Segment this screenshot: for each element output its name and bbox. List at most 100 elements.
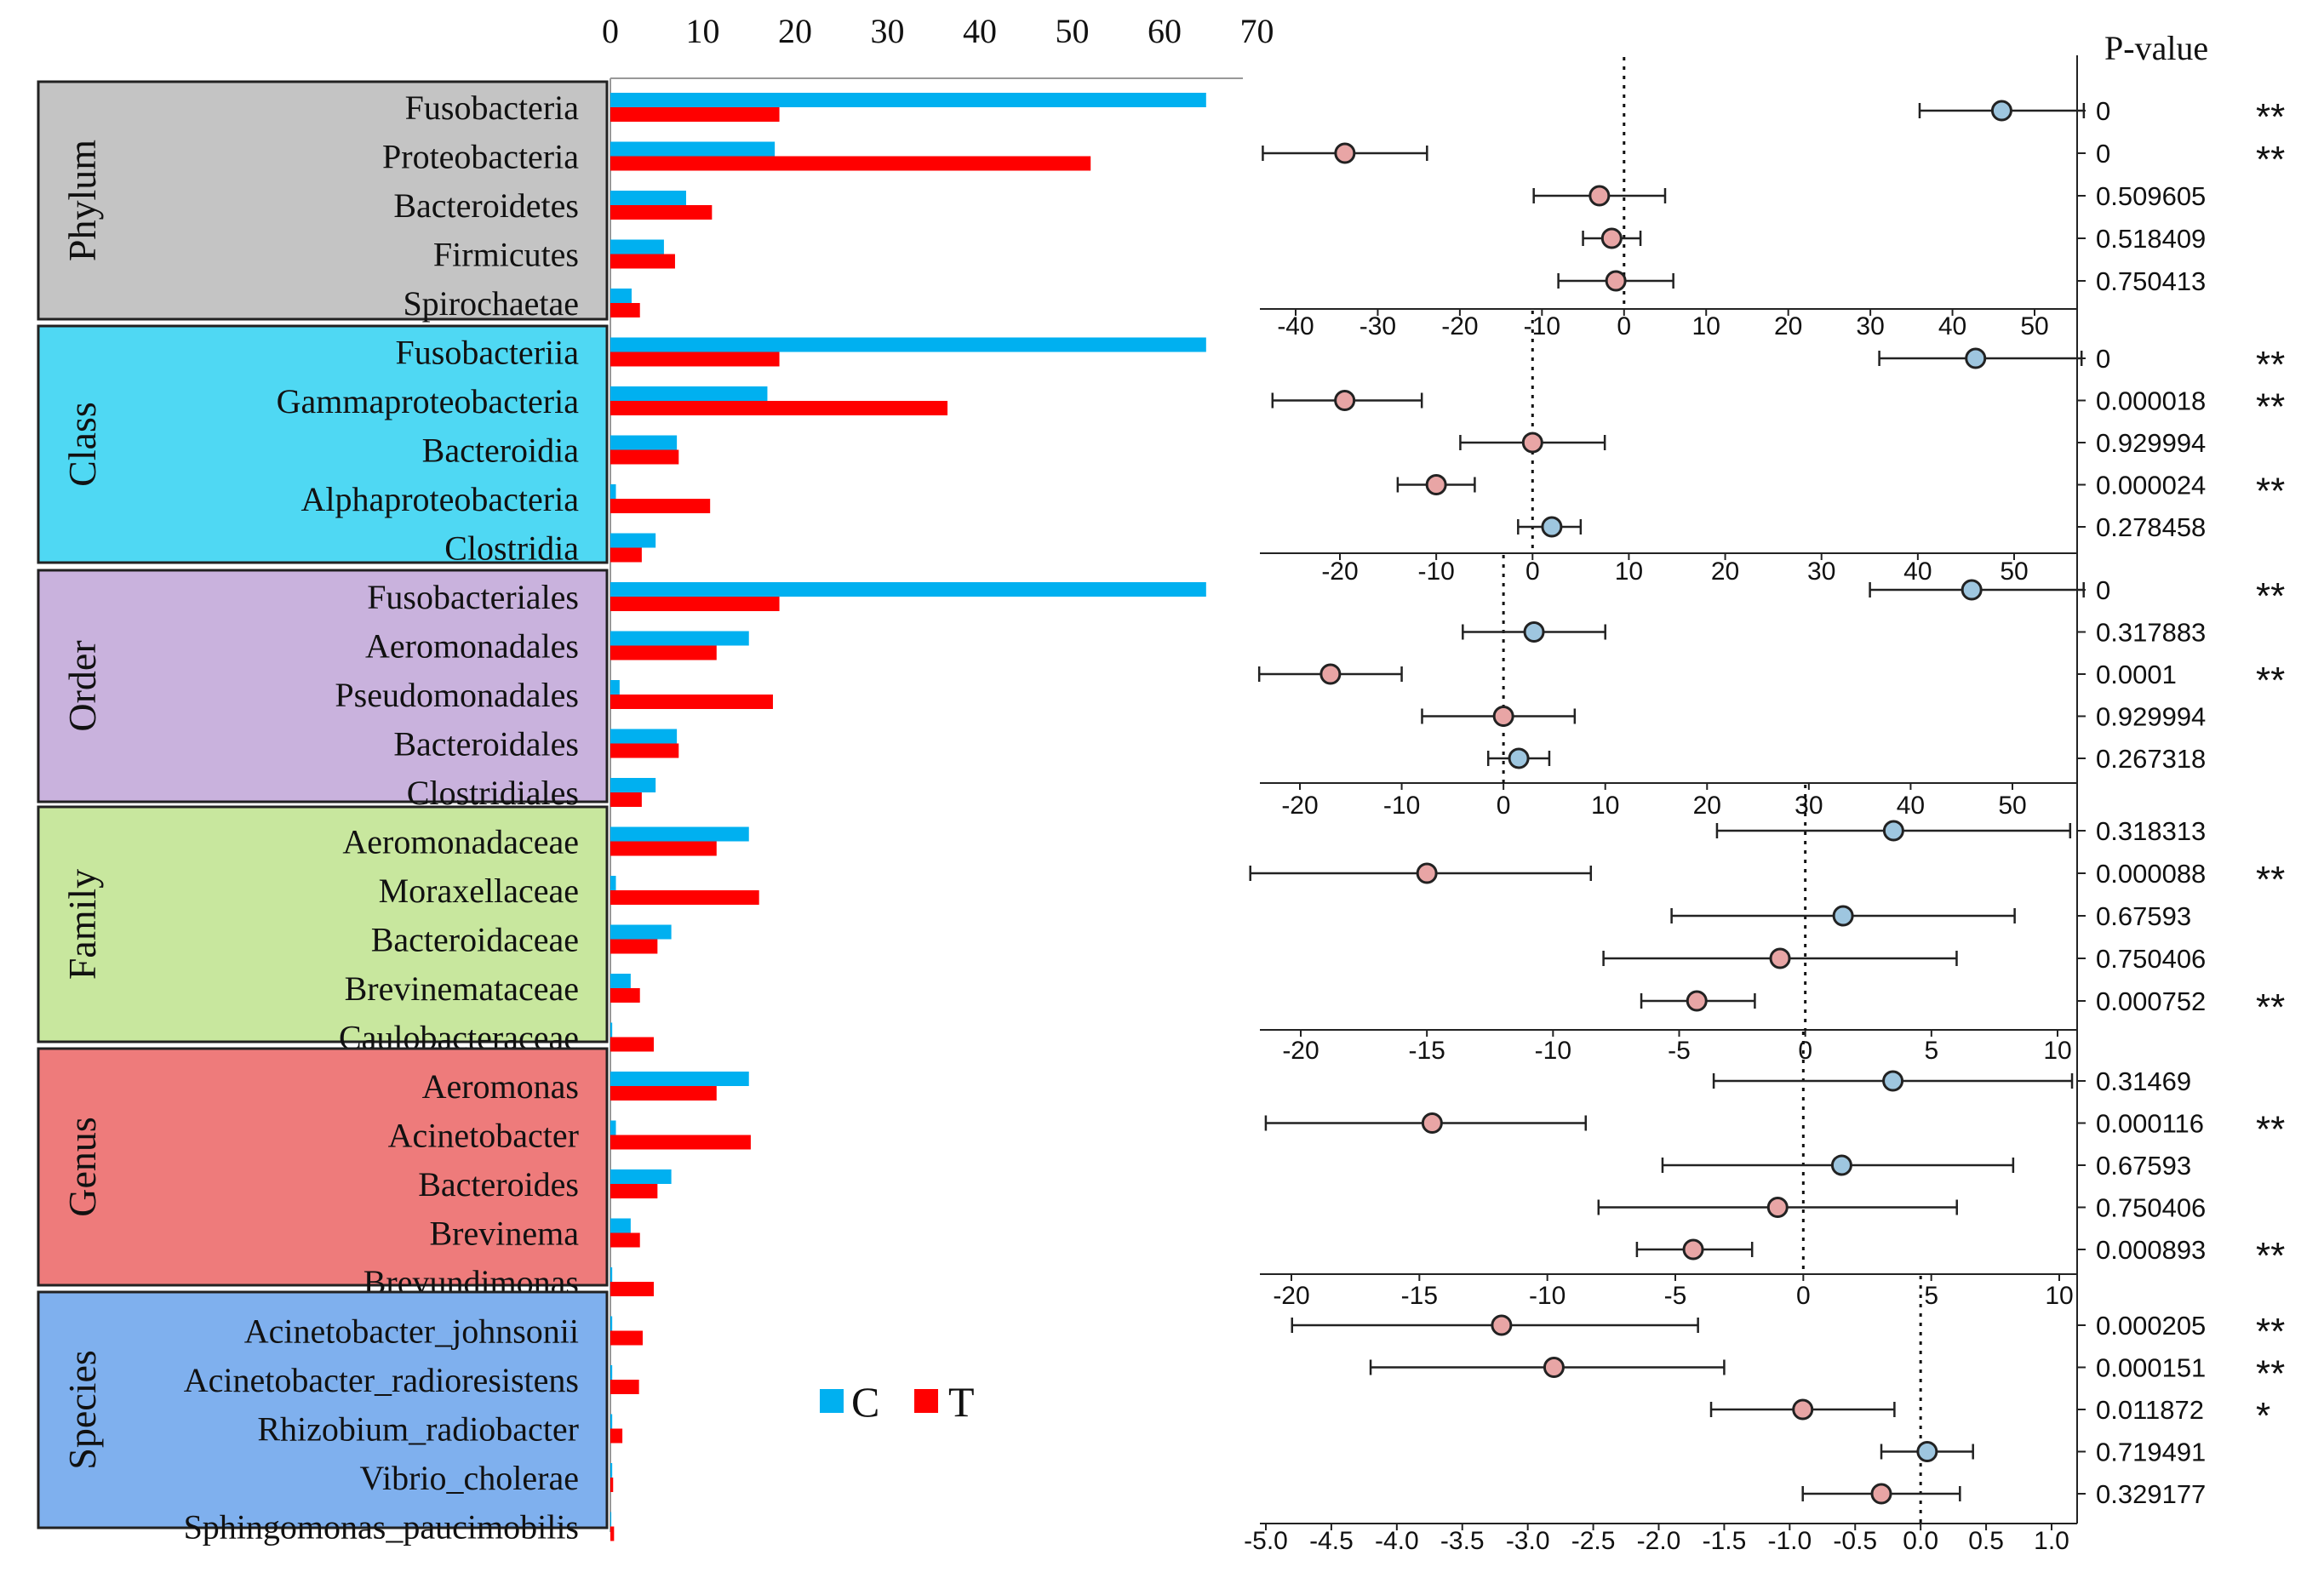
ci-point-t	[1792, 1398, 1814, 1421]
bar-x-tick-label: 70	[1240, 12, 1274, 50]
ci-panel-order: -20 -10 0 10 20 30 40 50 0 ** 0.317883 0.0001 ** 0.92…	[1257, 553, 2285, 820]
ci-point-c	[1965, 347, 1987, 369]
ci-point-t	[1600, 227, 1623, 249]
ci-x-tick-label: -4.5	[1309, 1527, 1354, 1555]
significance-marker: **	[2256, 660, 2285, 701]
ci-x-tick-label: -30	[1359, 312, 1396, 340]
p-value-label: 0.509605	[2096, 181, 2206, 211]
category-label: Acinetobacter	[388, 1117, 579, 1155]
bar-c	[610, 924, 672, 940]
bar-t	[610, 254, 675, 269]
bar-c	[610, 778, 656, 792]
significance-marker: **	[2256, 575, 2285, 617]
ci-point-t	[1334, 390, 1356, 411]
ci-x-tick-label: 5	[1924, 1037, 1938, 1065]
ci-x-tick-label: 10	[1615, 557, 1643, 586]
ci-point-t	[1543, 1357, 1565, 1378]
category-label: Clostridia	[444, 529, 579, 568]
category-label: Bacteroidetes	[393, 186, 579, 225]
bar-t	[610, 1037, 654, 1052]
bar-t	[610, 499, 711, 513]
bar-t	[610, 988, 640, 1003]
ci-x-tick-label: 20	[1693, 792, 1721, 820]
category-label: Brevinema	[430, 1215, 580, 1253]
bar-t	[610, 1478, 614, 1492]
ci-x-tick-label: 30	[1795, 792, 1823, 820]
significance-marker: **	[2256, 1353, 2285, 1395]
ci-x-tick-label: -2.5	[1571, 1527, 1616, 1555]
bar-t	[610, 695, 773, 709]
group-box-family	[37, 805, 609, 1043]
bar-c	[610, 1218, 631, 1233]
bar-t	[610, 743, 679, 758]
bar-x-tick-label: 20	[778, 12, 812, 50]
significance-marker: **	[2256, 96, 2285, 138]
group-label-class: Class	[60, 402, 104, 487]
ci-x-tick-label: -40	[1277, 312, 1314, 340]
ci-x-tick-label: 50	[2020, 312, 2048, 340]
ci-x-tick-label: 10	[2043, 1037, 2071, 1065]
category-label: Acinetobacter_johnsonii	[244, 1312, 579, 1351]
ci-point-t	[1492, 706, 1514, 727]
ci-x-tick-label: -10	[1535, 1037, 1571, 1065]
ci-point-t	[1421, 1112, 1443, 1134]
ci-x-tick-label: -20	[1282, 1037, 1319, 1065]
ci-x-tick-label: -15	[1408, 1037, 1445, 1065]
bar-t	[610, 547, 642, 563]
group-label-genus: Genus	[60, 1117, 104, 1217]
ci-x-tick-label: -10	[1529, 1282, 1566, 1310]
ci-x-tick-label: -5.0	[1244, 1527, 1288, 1555]
ci-x-tick-label: 0	[1796, 1282, 1811, 1310]
bar-c	[610, 141, 776, 157]
legend-c-swatch	[820, 1389, 844, 1413]
ci-x-tick-label: -10	[1524, 312, 1560, 340]
bar-c	[610, 631, 749, 646]
ci-point-t	[1870, 1483, 1892, 1505]
p-value-label: 0.31469	[2096, 1066, 2191, 1096]
ci-x-tick-label: 20	[1774, 312, 1802, 340]
category-label: Moraxellaceae	[379, 872, 579, 910]
group-label-phylum: Phylum	[60, 140, 104, 261]
category-label: Fusobacteriia	[396, 334, 580, 372]
bar-t	[610, 1135, 751, 1150]
bar-t	[610, 645, 717, 660]
p-value-label: 0	[2096, 344, 2110, 374]
p-value-label: 0.000752	[2096, 986, 2206, 1016]
p-value-label: 0.929994	[2096, 428, 2206, 458]
ci-x-tick-label: -20	[1321, 557, 1358, 586]
p-value-label: 0.317883	[2096, 618, 2206, 648]
bar-t	[610, 303, 640, 317]
ci-x-tick-label: -20	[1281, 792, 1318, 820]
bar-c	[610, 826, 749, 842]
category-label: Rhizobium_radiobacter	[257, 1410, 579, 1449]
bar-t	[610, 449, 679, 465]
bar-c	[610, 1365, 613, 1380]
bar-t	[610, 156, 1091, 171]
ci-panel-family: -20 -15 -10 -5 0 5 10 0.318313 0.000088 ** 0.67593…	[1249, 783, 2285, 1065]
bar-c	[610, 239, 664, 254]
ci-point-c	[1541, 516, 1563, 538]
p-value-label: 0.000018	[2096, 386, 2206, 416]
ci-x-tick-label: 0	[1798, 1037, 1812, 1065]
p-value-label: 0.011872	[2096, 1395, 2204, 1425]
bar-c	[610, 93, 1206, 107]
bar-t	[610, 1184, 658, 1198]
significance-marker: **	[2256, 344, 2285, 386]
bar-c	[610, 1512, 612, 1527]
p-value-label: 0.750406	[2096, 1193, 2206, 1223]
relative-abundance-bar-panel: 0 10 20 30 40 50 60 70 Phylum Fusobacteria Proteob…	[37, 12, 1274, 1547]
ci-x-tick-label: -15	[1401, 1282, 1438, 1310]
category-label: Vibrio_cholerae	[360, 1459, 579, 1497]
bar-t	[610, 890, 759, 905]
p-value-label: 0.000205	[2096, 1311, 2206, 1341]
category-label: Brevinemataceae	[345, 969, 579, 1008]
ci-point-c	[1882, 1070, 1904, 1092]
p-value-label: 0.929994	[2096, 702, 2206, 732]
ci-x-tick-label: 0	[1497, 792, 1511, 820]
bar-c	[610, 1267, 613, 1282]
group-box-phylum	[37, 80, 609, 321]
ci-x-tick-label: 30	[1807, 557, 1835, 586]
ci-x-tick-label: -4.0	[1375, 1527, 1419, 1555]
ci-point-t	[1319, 663, 1342, 685]
ci-point-c	[1882, 820, 1904, 842]
